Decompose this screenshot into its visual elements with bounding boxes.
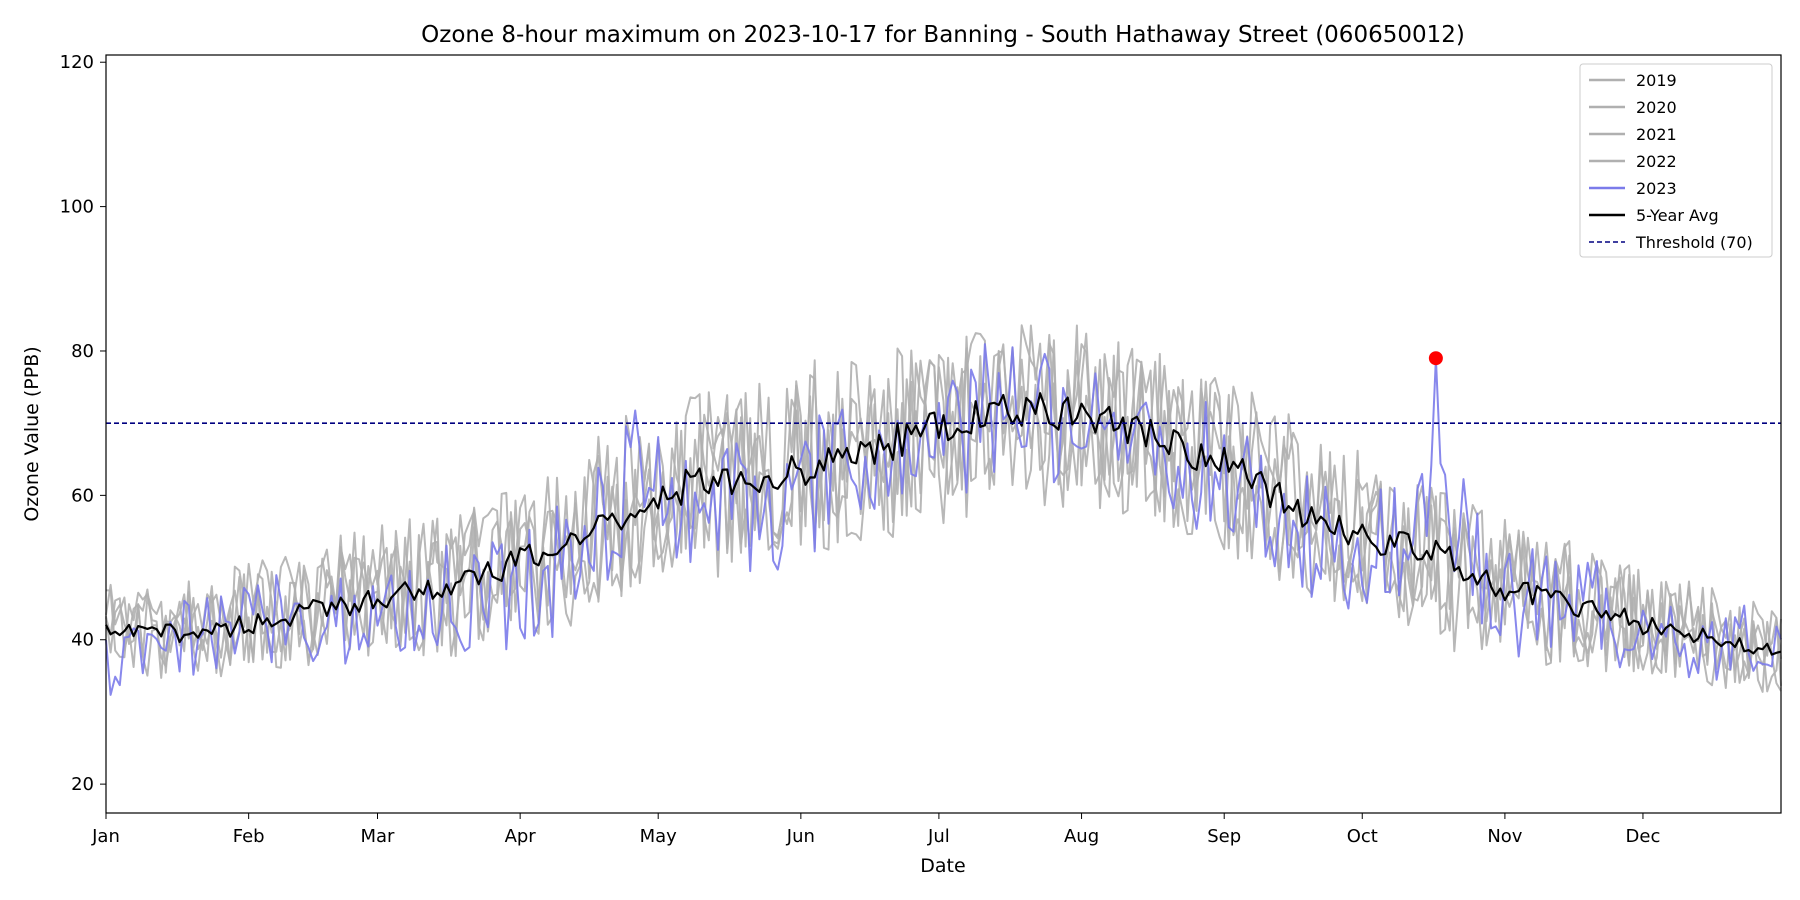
x-axis: Jan Feb Mar Apr May Jun Jul Aug Sep Oct Nov Dec xyxy=(91,813,1660,847)
y-tick-label: 80 xyxy=(71,341,94,362)
plot-area xyxy=(105,54,1782,814)
legend-label: 2023 xyxy=(1636,179,1677,198)
x-tick-label: Dec xyxy=(1626,826,1661,847)
series-line-5-year-avg xyxy=(105,392,1782,656)
highlight-point xyxy=(1428,351,1443,366)
x-tick-label: Apr xyxy=(505,826,537,847)
x-tick-label: Feb xyxy=(233,826,265,847)
y-tick-label: 60 xyxy=(71,485,94,506)
y-tick-label: 100 xyxy=(60,197,94,218)
legend-label: 2019 xyxy=(1636,71,1677,90)
y-tick-label: 20 xyxy=(71,774,94,795)
series-line-2021 xyxy=(105,324,1782,686)
legend-label: 2022 xyxy=(1636,152,1677,171)
y-axis-label: Ozone Value (PPB) xyxy=(21,346,43,521)
plot-background xyxy=(106,55,1781,813)
series-line-2022 xyxy=(105,332,1782,689)
series-line-2023 xyxy=(105,343,1782,696)
y-tick-label: 40 xyxy=(71,630,94,651)
highlight-layer xyxy=(1428,351,1443,366)
legend-label: 5-Year Avg xyxy=(1636,206,1719,225)
legend-label: 2020 xyxy=(1636,98,1677,117)
legend-label: Threshold (70) xyxy=(1635,233,1753,252)
x-tick-label: Sep xyxy=(1207,826,1241,847)
y-tick-label: 120 xyxy=(60,52,94,73)
x-tick-label: Oct xyxy=(1347,826,1378,847)
series-line-2020 xyxy=(105,324,1782,693)
x-tick-label: May xyxy=(640,826,678,847)
legend: 2019 2020 2021 2022 2023 5-Year Avg Threshold … xyxy=(1579,63,1773,258)
chart-title: Ozone 8-hour maximum on 2023-10-17 for B… xyxy=(421,22,1465,48)
legend-box xyxy=(1579,63,1773,258)
x-tick-label: Nov xyxy=(1487,826,1522,847)
plot-frame xyxy=(105,54,1782,814)
x-tick-label: Aug xyxy=(1064,826,1099,847)
x-tick-label: Mar xyxy=(361,826,396,847)
x-tick-label: Jul xyxy=(927,826,950,847)
x-axis-label: Date xyxy=(920,855,965,877)
x-tick-label: Jun xyxy=(786,826,815,847)
series-layer xyxy=(105,324,1782,696)
x-tick-label: Jan xyxy=(91,826,120,847)
legend-label: 2021 xyxy=(1636,125,1677,144)
y-axis: 20 40 60 80 100 120 xyxy=(60,52,106,795)
